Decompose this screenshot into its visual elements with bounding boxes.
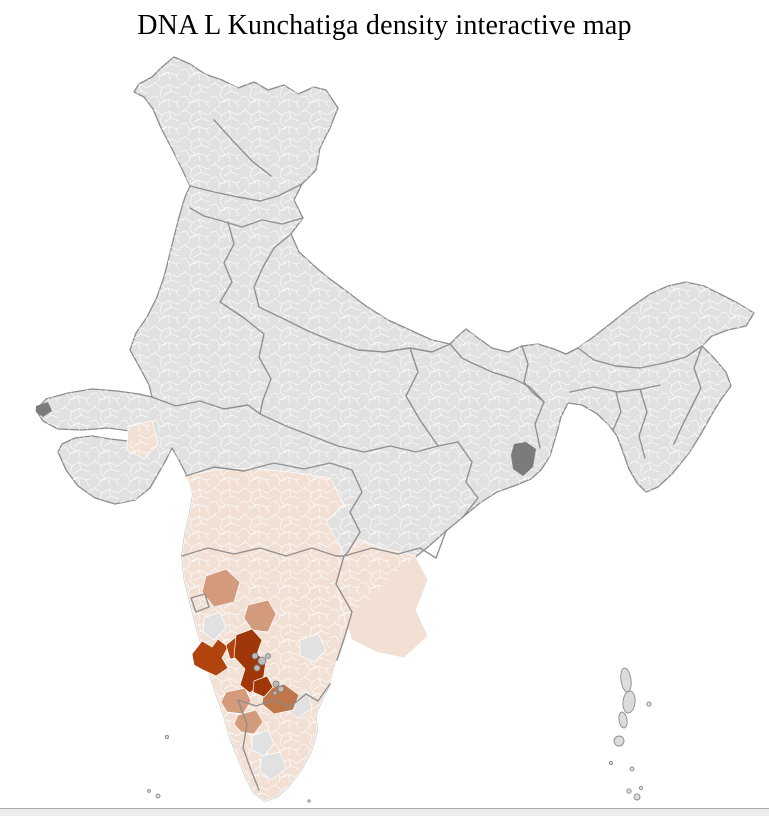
district-medium[interactable]: [233, 709, 264, 735]
no-data-patches: [202, 611, 327, 781]
high-density-districts[interactable]: [191, 628, 274, 698]
district-borders-mesh: [36, 57, 754, 801]
lakshadweep-islands[interactable]: [147, 734, 311, 803]
bottom-scrollbar[interactable]: [0, 808, 769, 816]
urban-speckle-clusters: [251, 652, 285, 696]
delta-shading: [36, 402, 536, 476]
district-medium[interactable]: [201, 568, 241, 608]
state-borders: [151, 119, 703, 791]
map-title: DNA L Kunchatiga density interactive map: [137, 10, 632, 41]
andaman-nicobar-islands[interactable]: [608, 667, 652, 801]
district-medium[interactable]: [243, 599, 277, 633]
district-highest[interactable]: [252, 675, 274, 698]
district-high[interactable]: [191, 638, 229, 677]
